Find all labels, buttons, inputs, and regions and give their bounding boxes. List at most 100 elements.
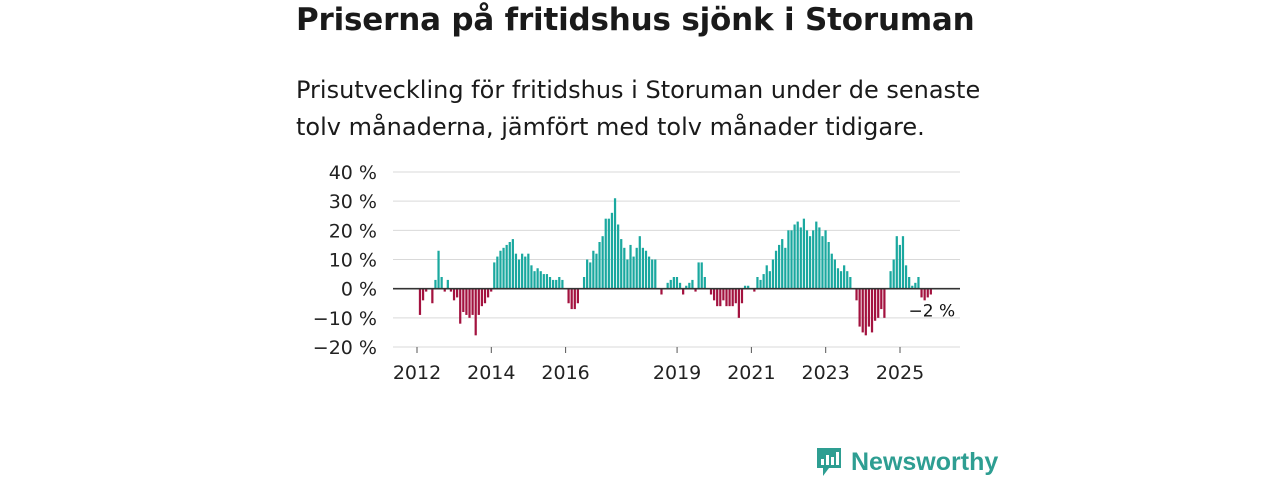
bar xyxy=(802,218,806,289)
newsworthy-logo[interactable]: Newsworthy xyxy=(815,446,998,478)
bar xyxy=(808,236,812,289)
bar xyxy=(722,288,725,301)
bar xyxy=(873,288,877,321)
bar xyxy=(644,250,648,289)
bar xyxy=(756,277,759,289)
bar xyxy=(839,271,843,289)
bar xyxy=(725,288,728,307)
y-tick-label: 10 % xyxy=(329,250,377,272)
bar xyxy=(592,250,595,289)
bar xyxy=(486,288,490,298)
bar xyxy=(474,288,477,336)
bar xyxy=(601,236,604,289)
bar xyxy=(613,198,617,289)
bar xyxy=(827,242,830,289)
bar xyxy=(849,277,852,289)
bar xyxy=(641,247,645,289)
bar xyxy=(929,288,932,295)
bar xyxy=(734,288,737,304)
y-tick-label: −20 % xyxy=(313,337,377,359)
bar xyxy=(923,288,926,301)
bar xyxy=(908,277,911,289)
bar xyxy=(880,288,883,310)
bar xyxy=(437,250,440,289)
chart-subtitle: Prisutveckling för fritidshus i Storuman… xyxy=(296,76,981,141)
bar xyxy=(660,288,663,295)
bar-chart: 40 %30 %20 %10 %0 %−10 %−20 % 2012 2014 20… xyxy=(313,162,960,384)
x-tick-label: 2021 xyxy=(727,362,775,384)
bar xyxy=(731,288,734,307)
bar xyxy=(815,221,818,289)
bar xyxy=(629,244,632,289)
bar xyxy=(533,271,536,289)
bar xyxy=(889,271,892,289)
bar xyxy=(555,279,558,289)
bar xyxy=(558,277,561,289)
chart-title: Priserna på fritidshus sjönk i Storuman xyxy=(296,2,975,38)
bar xyxy=(576,288,579,304)
bar xyxy=(570,288,573,310)
bar xyxy=(762,274,765,289)
bar xyxy=(589,262,592,289)
bar xyxy=(604,218,607,289)
bar xyxy=(536,268,539,289)
y-tick-label: 0 % xyxy=(341,279,377,301)
y-tick-label: 40 % xyxy=(329,162,377,184)
bar xyxy=(471,288,474,315)
bar xyxy=(542,274,545,289)
bar xyxy=(607,218,610,289)
bar xyxy=(623,247,626,289)
bar xyxy=(805,230,809,289)
bar xyxy=(499,250,502,289)
bar xyxy=(843,265,846,289)
bar xyxy=(480,288,484,307)
bar xyxy=(771,259,775,289)
bar xyxy=(883,288,886,318)
bar xyxy=(740,288,744,304)
bar xyxy=(768,271,771,289)
x-tick-label: 2023 xyxy=(802,362,850,384)
bar xyxy=(747,285,750,289)
bar xyxy=(728,288,731,307)
bar xyxy=(462,288,465,312)
bar xyxy=(861,288,864,333)
bar xyxy=(598,242,601,289)
bar xyxy=(669,279,672,289)
x-tick-label: 2019 xyxy=(653,362,701,384)
y-tick-label: −10 % xyxy=(313,308,377,330)
bar xyxy=(446,279,449,289)
bar xyxy=(864,288,867,336)
y-tick-label: 20 % xyxy=(329,220,377,242)
bar xyxy=(821,236,824,289)
bar xyxy=(617,224,620,289)
bar xyxy=(421,288,425,301)
bar xyxy=(483,288,487,304)
bar xyxy=(514,253,518,289)
bar xyxy=(836,268,840,289)
bar xyxy=(716,288,719,307)
bar xyxy=(774,250,778,289)
bar xyxy=(781,239,784,289)
bar xyxy=(712,288,716,301)
bar xyxy=(672,277,675,289)
bar xyxy=(697,262,700,289)
bar xyxy=(867,288,871,327)
bar xyxy=(545,274,549,289)
x-axis: 2012 2014 2016 2019 2021 2023 2025 xyxy=(393,347,924,384)
bar xyxy=(796,221,799,289)
bar xyxy=(443,288,446,292)
bar xyxy=(685,285,688,289)
bar xyxy=(778,244,781,289)
bar xyxy=(858,288,861,327)
x-tick-label: 2012 xyxy=(393,362,441,384)
bar xyxy=(524,256,527,289)
bar xyxy=(496,256,499,289)
bar xyxy=(511,239,514,289)
bar xyxy=(651,259,654,289)
newsworthy-logo-icon xyxy=(817,448,841,476)
bar xyxy=(753,288,756,292)
bar xyxy=(449,288,453,292)
bar xyxy=(517,259,521,289)
bar xyxy=(901,236,905,289)
bar xyxy=(431,288,434,304)
